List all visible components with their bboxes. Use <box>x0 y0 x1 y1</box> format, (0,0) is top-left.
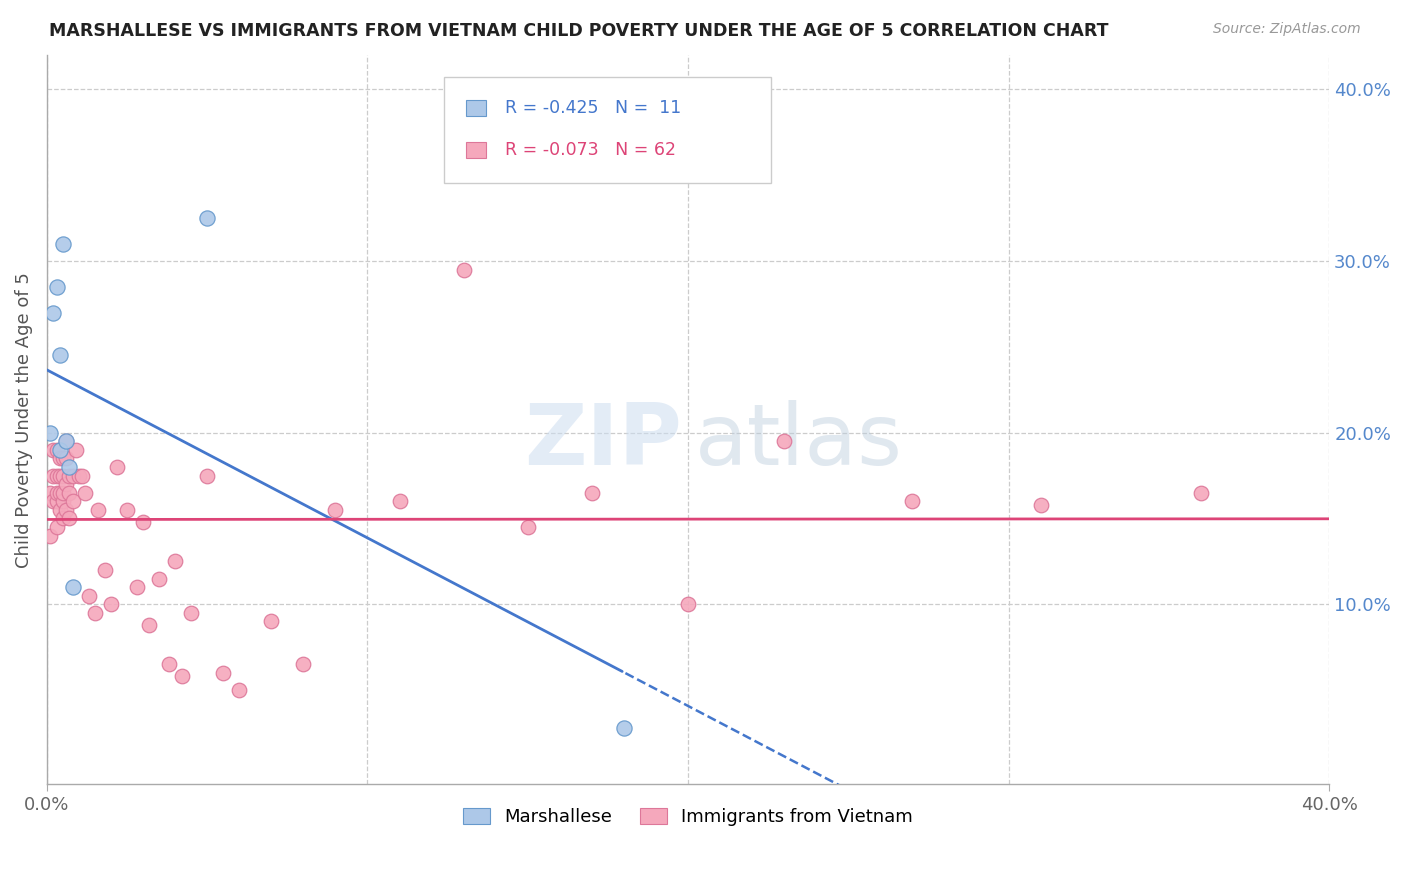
Point <box>48 451 70 466</box>
Point <box>93 563 115 577</box>
Point <box>52 494 75 508</box>
FancyBboxPatch shape <box>467 101 486 116</box>
Point <box>48 468 70 483</box>
Point <box>325 503 347 517</box>
Text: MARSHALLESE VS IMMIGRANTS FROM VIETNAM CHILD POVERTY UNDER THE AGE OF 5 CORRELAT: MARSHALLESE VS IMMIGRANTS FROM VIETNAM C… <box>49 22 1109 40</box>
FancyBboxPatch shape <box>444 77 772 183</box>
Point <box>42 494 65 508</box>
Point <box>100 597 122 611</box>
Point <box>52 511 75 525</box>
Point <box>195 468 218 483</box>
Point <box>67 468 90 483</box>
Point <box>45 280 67 294</box>
Point <box>516 520 538 534</box>
Point <box>1029 498 1052 512</box>
Text: Source: ZipAtlas.com: Source: ZipAtlas.com <box>1213 22 1361 37</box>
Point <box>42 468 65 483</box>
Point <box>676 597 699 611</box>
Point <box>58 468 80 483</box>
Point <box>55 434 77 449</box>
Point <box>52 236 75 251</box>
Point <box>75 485 97 500</box>
Point <box>292 657 315 672</box>
Point <box>180 606 202 620</box>
Point <box>55 434 77 449</box>
Legend: Marshallese, Immigrants from Vietnam: Marshallese, Immigrants from Vietnam <box>463 808 912 827</box>
Point <box>39 425 62 440</box>
Point <box>70 468 93 483</box>
Point <box>58 485 80 500</box>
Y-axis label: Child Poverty Under the Age of 5: Child Poverty Under the Age of 5 <box>15 272 32 567</box>
Point <box>148 572 170 586</box>
Point <box>115 503 138 517</box>
Point <box>453 262 475 277</box>
Point <box>42 305 65 319</box>
Point <box>45 442 67 457</box>
Point <box>170 669 193 683</box>
Point <box>613 721 636 735</box>
Point <box>212 665 235 680</box>
Text: atlas: atlas <box>695 401 903 483</box>
Point <box>165 554 187 568</box>
Point <box>62 468 84 483</box>
Point <box>107 460 129 475</box>
Point <box>388 494 411 508</box>
Point <box>52 485 75 500</box>
Point <box>48 442 70 457</box>
Point <box>45 494 67 508</box>
Point <box>62 580 84 594</box>
Point <box>39 485 62 500</box>
Point <box>773 434 796 449</box>
Point <box>84 606 107 620</box>
FancyBboxPatch shape <box>467 142 486 158</box>
Point <box>125 580 148 594</box>
Point <box>55 477 77 491</box>
Point <box>581 485 603 500</box>
Point <box>58 460 80 475</box>
Point <box>58 511 80 525</box>
Point <box>195 211 218 226</box>
Point <box>55 503 77 517</box>
Point <box>45 520 67 534</box>
Point <box>52 451 75 466</box>
Point <box>42 442 65 457</box>
Point <box>48 485 70 500</box>
Point <box>87 503 110 517</box>
Text: R = -0.425   N =  11: R = -0.425 N = 11 <box>505 99 682 118</box>
Point <box>45 485 67 500</box>
Point <box>45 468 67 483</box>
Point <box>48 503 70 517</box>
Point <box>77 589 100 603</box>
Point <box>1189 485 1212 500</box>
Point <box>62 494 84 508</box>
Point <box>52 468 75 483</box>
Point <box>260 615 283 629</box>
Point <box>228 683 250 698</box>
Point <box>138 617 160 632</box>
Point <box>55 451 77 466</box>
Point <box>39 528 62 542</box>
Point <box>132 515 155 529</box>
Text: ZIP: ZIP <box>524 401 682 483</box>
Point <box>157 657 180 672</box>
Point <box>901 494 924 508</box>
Point <box>48 348 70 362</box>
Point <box>65 442 87 457</box>
Text: R = -0.073   N = 62: R = -0.073 N = 62 <box>505 141 676 159</box>
